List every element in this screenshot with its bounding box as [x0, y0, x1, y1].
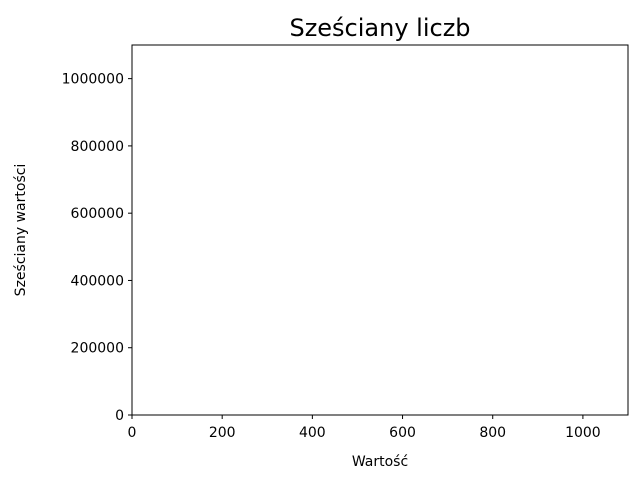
y-tick-label: 600000 — [71, 206, 124, 222]
y-tick-label: 800000 — [71, 139, 124, 155]
y-tick-label: 200000 — [71, 341, 124, 357]
x-tick-label: 0 — [128, 425, 137, 441]
y-tick-label: 400000 — [71, 273, 124, 289]
axes-frame — [131, 44, 629, 416]
x-tick-label: 600 — [389, 425, 416, 441]
plot-area — [131, 44, 629, 416]
y-axis-label: Sześciany wartości — [13, 164, 29, 297]
chart-title: Sześciany liczb — [289, 14, 470, 42]
x-tick-label: 1000 — [565, 425, 601, 441]
x-axis-ticks: 0 200 400 600 800 1000 — [128, 415, 601, 441]
x-tick-label: 200 — [209, 425, 236, 441]
y-tick-label: 0 — [115, 408, 124, 424]
x-tick-label: 400 — [299, 425, 326, 441]
x-tick-label: 800 — [479, 425, 506, 441]
x-axis-label: Wartość — [352, 454, 408, 470]
y-axis-ticks: 0 200000 400000 600000 800000 1000000 — [62, 72, 132, 424]
y-tick-label: 1000000 — [62, 72, 124, 88]
